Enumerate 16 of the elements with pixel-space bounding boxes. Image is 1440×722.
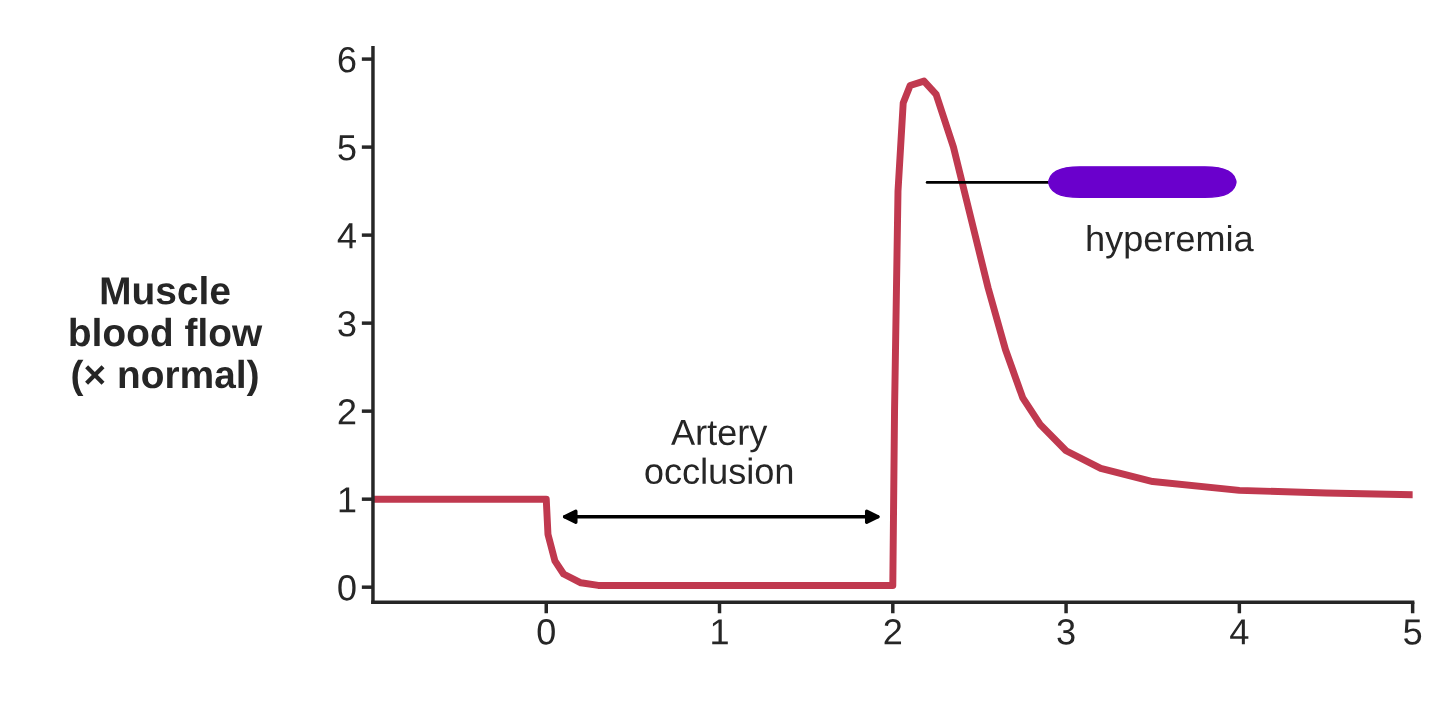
y-tick-label: 6 <box>338 46 356 73</box>
x-tick-label: 4 <box>1230 619 1249 645</box>
y-tick-label: 4 <box>337 223 356 249</box>
x-tick-label: 0 <box>537 619 555 645</box>
x-tick-label: 1 <box>712 619 728 645</box>
annotation: hyperemia <box>1087 224 1254 259</box>
y-tick-label: 0 <box>338 575 356 601</box>
y-tick-label: 3 <box>338 311 356 337</box>
y-tick-label: 1 <box>339 487 356 513</box>
y-axis-title: Muscle blood flow (× normal) <box>70 275 263 396</box>
y-tick-label: 5 <box>338 135 356 161</box>
x-tick-label: 5 <box>1404 619 1422 645</box>
y-tick-label: 2 <box>338 399 356 425</box>
x-tick-label: 3 <box>1057 619 1075 645</box>
annotation: Artery occlusion <box>645 420 793 485</box>
x-tick-label: 2 <box>884 619 902 645</box>
